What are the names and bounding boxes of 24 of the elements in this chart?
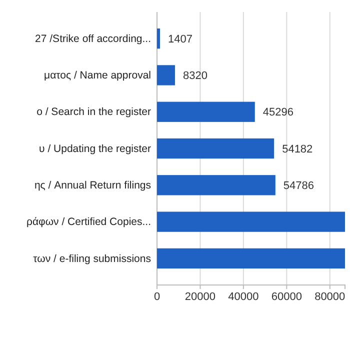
bar bbox=[157, 138, 274, 159]
y-tick-label: ματος / Name approval bbox=[44, 70, 151, 82]
y-tick-label: 27 /Strike off according... bbox=[35, 32, 151, 45]
data-label: 8320 bbox=[182, 70, 208, 82]
bar bbox=[157, 175, 276, 196]
bar bbox=[157, 28, 160, 49]
y-tick-label: των / e-filing submissions bbox=[33, 252, 151, 265]
x-tick-label: 0 bbox=[154, 290, 160, 303]
bar bbox=[157, 102, 255, 122]
x-tick-label: 40000 bbox=[228, 290, 259, 303]
x-tick-label: 20000 bbox=[184, 290, 216, 303]
data-label: 54786 bbox=[283, 180, 314, 192]
x-tick-label: 80000 bbox=[314, 290, 346, 303]
data-label: 45296 bbox=[262, 106, 294, 119]
y-tick-label: ης / Annual Return filings bbox=[34, 180, 151, 192]
bar bbox=[157, 212, 345, 232]
bar bbox=[157, 65, 175, 86]
y-tick-label: υ / Updating the register bbox=[39, 142, 152, 155]
y-tick-label: ράφων / Certified Copies... bbox=[26, 216, 151, 228]
y-tick-label: ο / Search in the register bbox=[36, 106, 152, 118]
bar bbox=[157, 248, 345, 269]
x-tick-label: 60000 bbox=[271, 290, 302, 303]
data-label: 54182 bbox=[282, 143, 313, 156]
data-label: 1407 bbox=[168, 33, 193, 46]
